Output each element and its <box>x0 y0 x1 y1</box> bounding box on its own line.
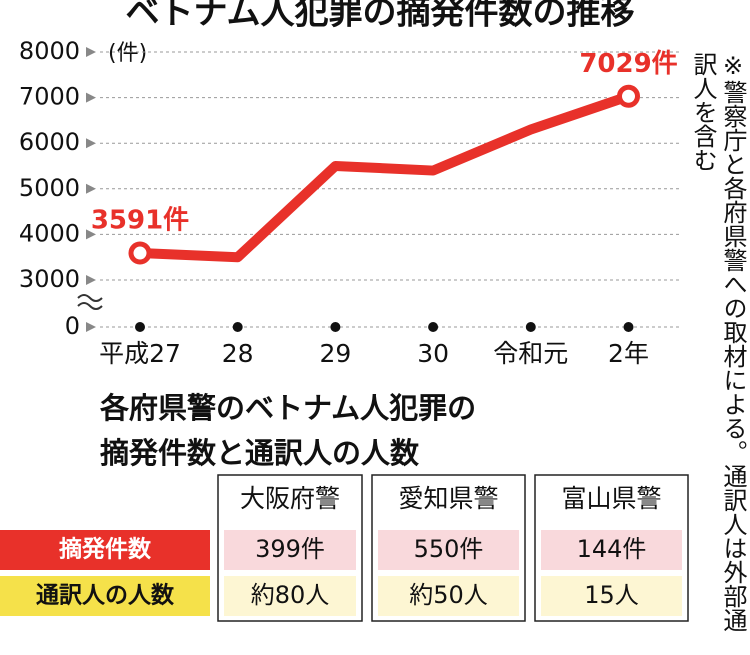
y-tick-label: 0 <box>65 312 80 340</box>
tick-mark <box>86 183 96 194</box>
note: ※警察庁と各府県警への取材による。通訳人は外部通訳人を含む <box>689 52 747 632</box>
cell-bg <box>224 576 356 616</box>
y-tick-label: 5000 <box>19 174 80 202</box>
cell: 約50人 <box>409 581 488 609</box>
y-tick-label: 7000 <box>19 83 80 111</box>
axis-break <box>77 294 103 310</box>
tick-mark <box>86 138 96 149</box>
x-tick-dot <box>623 322 634 332</box>
row-label-bg <box>0 530 210 570</box>
y-tick-label: 6000 <box>19 128 80 156</box>
x-tick-label: 令和元 <box>493 339 568 368</box>
cell-bg <box>378 576 519 616</box>
cell: 15人 <box>584 581 639 609</box>
cell-bg <box>541 576 682 616</box>
y-unit: (件) <box>108 41 147 66</box>
value-label: 7029件 <box>579 49 677 79</box>
x-tick-label: 2年 <box>608 339 649 368</box>
row-label: 摘発件数 <box>59 536 152 563</box>
tick-mark <box>86 92 96 103</box>
x-tick-dot <box>232 322 243 332</box>
x-tick-label: 30 <box>417 339 449 368</box>
y-tick-label: 4000 <box>19 219 80 247</box>
x-tick-dot <box>330 322 341 332</box>
column-box <box>217 474 363 622</box>
tick-mark <box>86 322 96 332</box>
tick-mark <box>86 275 96 285</box>
column-header: 愛知県警 <box>398 484 498 513</box>
table-title: 摘発件数と通訳人の人数 <box>100 436 419 470</box>
x-tick-dot <box>428 322 439 332</box>
cell: 約80人 <box>251 581 330 609</box>
cell-bg <box>541 530 682 570</box>
tick-mark <box>86 47 96 57</box>
x-tick-dot <box>135 322 145 332</box>
x-tick-label: 28 <box>222 339 254 368</box>
chart-title: ベトナム人犯罪の摘発件数の推移 <box>126 0 635 33</box>
column-header: 富山県警 <box>561 484 661 513</box>
cell: 144件 <box>577 535 647 563</box>
value-label: 3591件 <box>91 206 189 236</box>
row-label-bg <box>0 576 210 616</box>
column-header: 大阪府警 <box>240 484 340 513</box>
x-tick-label: 平成27 <box>99 339 181 368</box>
y-tick-label: 3000 <box>19 265 80 293</box>
tick-mark <box>86 229 96 240</box>
table-title: 各府県警のベトナム人犯罪の <box>99 391 476 425</box>
row-label: 通訳人の人数 <box>36 582 175 609</box>
cell-bg <box>224 530 356 570</box>
column-box <box>534 474 689 622</box>
end-marker <box>617 84 640 108</box>
cell: 550件 <box>414 535 484 563</box>
cell: 399件 <box>255 535 325 563</box>
end-marker <box>128 241 152 265</box>
x-tick-label: 29 <box>319 339 351 368</box>
column-box <box>371 474 526 622</box>
data-line <box>139 91 631 263</box>
y-tick-label: 8000 <box>19 37 80 65</box>
x-tick-dot <box>525 322 536 332</box>
cell-bg <box>378 530 519 570</box>
